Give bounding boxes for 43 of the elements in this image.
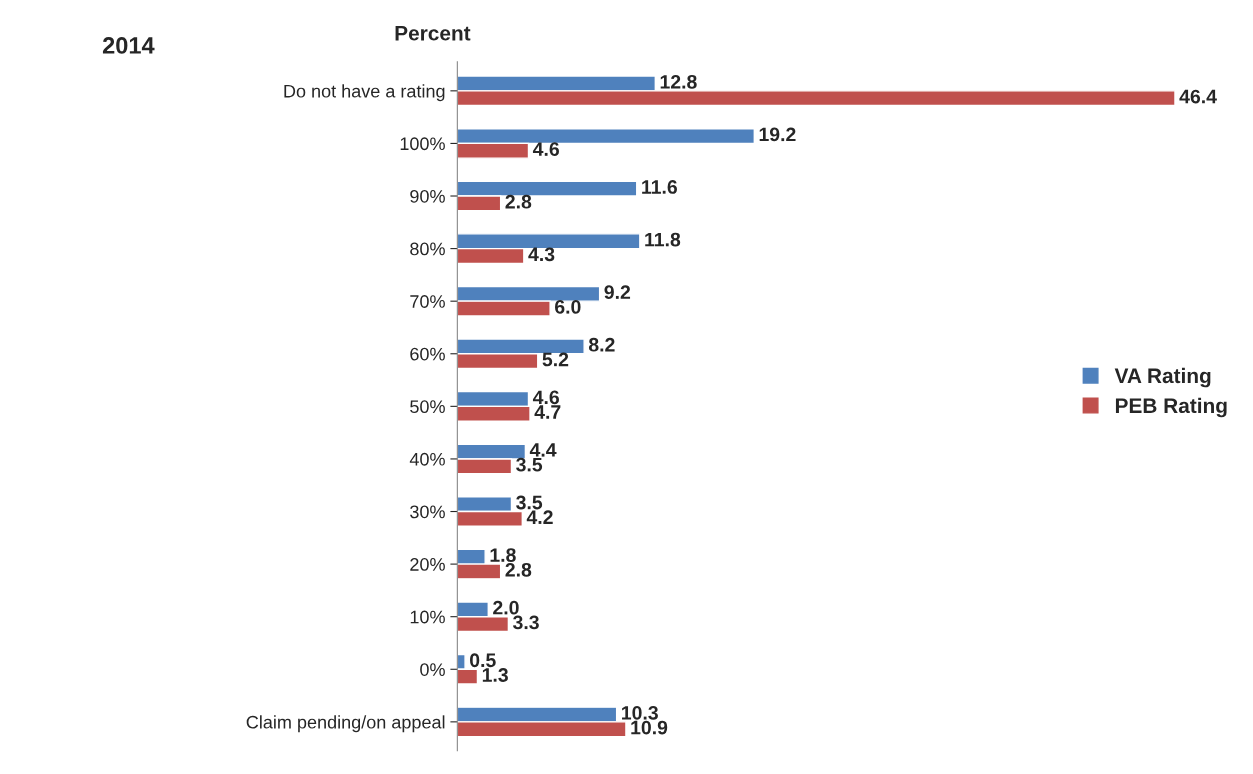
data-label: 11.8 bbox=[645, 232, 681, 247]
data-label: 12.8 bbox=[660, 74, 697, 89]
data-label: 19.2 bbox=[759, 127, 796, 142]
y-tick-label: 0% bbox=[420, 663, 445, 676]
legend-label: VA Rating bbox=[1114, 367, 1211, 388]
y-tick-label: 20% bbox=[410, 558, 445, 571]
data-label: 4.4 bbox=[529, 443, 557, 457]
x-axis-title: Percent bbox=[395, 26, 471, 41]
y-tick-label: 50% bbox=[410, 400, 445, 414]
legend-label: PEB Rating bbox=[1115, 397, 1227, 418]
data-label: 5.2 bbox=[542, 352, 569, 367]
data-label: 4.3 bbox=[528, 247, 555, 262]
y-tick-label: 30% bbox=[410, 505, 445, 519]
data-label: 3.5 bbox=[516, 457, 543, 472]
data-label: 11.6 bbox=[642, 180, 677, 194]
y-tick-label: 90% bbox=[410, 189, 445, 203]
data-label: 0.5 bbox=[470, 653, 496, 668]
data-label: 4.2 bbox=[526, 510, 553, 524]
data-label: 3.5 bbox=[516, 495, 543, 510]
data-label: 2.0 bbox=[493, 600, 519, 615]
data-label: 3.3 bbox=[513, 615, 539, 630]
y-tick-label: 40% bbox=[409, 452, 445, 466]
data-label: 10.3 bbox=[622, 705, 658, 720]
data-label: 4.7 bbox=[534, 405, 561, 419]
data-label: 10.9 bbox=[631, 720, 668, 735]
y-tick-label: 10% bbox=[410, 610, 445, 624]
data-label: 4.6 bbox=[532, 142, 559, 157]
text: 2014 bbox=[102, 37, 155, 54]
data-label: 4.6 bbox=[532, 390, 559, 405]
data-label: 9.2 bbox=[604, 285, 631, 300]
data-label: 1.8 bbox=[490, 548, 516, 562]
data-label: 46.4 bbox=[1179, 89, 1217, 104]
y-tick-label: 70% bbox=[410, 295, 445, 308]
y-tick-label: 80% bbox=[410, 242, 445, 256]
y-tick-label: 60% bbox=[410, 347, 445, 361]
data-label: 8.2 bbox=[588, 337, 615, 352]
data-label: 1.3 bbox=[482, 668, 508, 682]
y-tick-label: Do not have a rating bbox=[284, 84, 445, 102]
data-label: 6.0 bbox=[555, 299, 581, 314]
y-tick-label: Claim pending/on appeal bbox=[246, 715, 445, 733]
data-label: 2.8 bbox=[505, 194, 532, 209]
y-tick-label: 100% bbox=[400, 137, 445, 151]
data-label: 2.8 bbox=[505, 562, 532, 577]
